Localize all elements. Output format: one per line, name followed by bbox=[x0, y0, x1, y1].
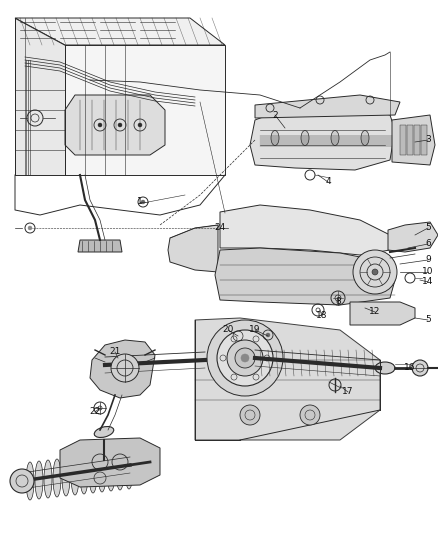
Polygon shape bbox=[15, 18, 225, 45]
Circle shape bbox=[141, 200, 145, 204]
Polygon shape bbox=[392, 115, 435, 165]
Ellipse shape bbox=[301, 131, 309, 146]
Text: 8: 8 bbox=[335, 297, 341, 306]
Ellipse shape bbox=[331, 131, 339, 146]
Text: 2: 2 bbox=[272, 110, 278, 119]
Polygon shape bbox=[90, 340, 155, 398]
Text: 17: 17 bbox=[342, 387, 354, 397]
Polygon shape bbox=[250, 105, 395, 170]
Polygon shape bbox=[255, 95, 400, 118]
Text: 20: 20 bbox=[223, 326, 234, 335]
Circle shape bbox=[111, 354, 139, 382]
Polygon shape bbox=[60, 438, 160, 487]
Circle shape bbox=[98, 123, 102, 127]
Text: 22: 22 bbox=[89, 408, 101, 416]
Text: 3: 3 bbox=[425, 135, 431, 144]
Polygon shape bbox=[195, 318, 380, 440]
Circle shape bbox=[207, 320, 283, 396]
Circle shape bbox=[10, 469, 34, 493]
Circle shape bbox=[372, 269, 378, 275]
Polygon shape bbox=[15, 18, 65, 175]
Circle shape bbox=[118, 123, 122, 127]
Ellipse shape bbox=[375, 362, 395, 374]
Polygon shape bbox=[78, 240, 122, 252]
Text: 4: 4 bbox=[325, 177, 331, 187]
Text: 6: 6 bbox=[425, 239, 431, 248]
Circle shape bbox=[28, 226, 32, 230]
Ellipse shape bbox=[89, 455, 97, 493]
Ellipse shape bbox=[71, 457, 79, 495]
Ellipse shape bbox=[125, 451, 133, 489]
Polygon shape bbox=[414, 125, 420, 155]
Circle shape bbox=[235, 348, 255, 368]
Text: 1: 1 bbox=[137, 198, 143, 206]
Text: 24: 24 bbox=[214, 223, 226, 232]
Polygon shape bbox=[400, 125, 406, 155]
Ellipse shape bbox=[53, 459, 61, 497]
Ellipse shape bbox=[35, 461, 43, 499]
Circle shape bbox=[266, 333, 270, 337]
Polygon shape bbox=[65, 45, 225, 175]
Text: 21: 21 bbox=[110, 348, 121, 357]
Circle shape bbox=[241, 354, 249, 362]
Text: 10: 10 bbox=[422, 268, 434, 277]
Circle shape bbox=[138, 123, 142, 127]
Ellipse shape bbox=[98, 454, 106, 492]
Polygon shape bbox=[215, 248, 395, 305]
Circle shape bbox=[217, 330, 273, 386]
Polygon shape bbox=[65, 95, 165, 155]
Text: 16: 16 bbox=[404, 364, 416, 373]
Text: 12: 12 bbox=[369, 308, 381, 317]
Polygon shape bbox=[220, 205, 390, 255]
Circle shape bbox=[240, 405, 260, 425]
Circle shape bbox=[412, 360, 428, 376]
Circle shape bbox=[353, 250, 397, 294]
Polygon shape bbox=[168, 225, 218, 272]
Ellipse shape bbox=[361, 131, 369, 146]
Text: 19: 19 bbox=[249, 326, 261, 335]
Ellipse shape bbox=[94, 426, 114, 438]
Circle shape bbox=[227, 340, 263, 376]
Ellipse shape bbox=[107, 453, 115, 491]
Circle shape bbox=[300, 405, 320, 425]
Text: 14: 14 bbox=[422, 278, 434, 287]
Text: 18: 18 bbox=[316, 311, 328, 320]
Polygon shape bbox=[350, 302, 415, 325]
Text: 5: 5 bbox=[425, 316, 431, 325]
Polygon shape bbox=[388, 222, 438, 252]
Ellipse shape bbox=[44, 460, 52, 498]
Ellipse shape bbox=[26, 462, 34, 500]
Text: 9: 9 bbox=[425, 255, 431, 264]
Ellipse shape bbox=[62, 458, 70, 496]
Ellipse shape bbox=[271, 131, 279, 146]
Ellipse shape bbox=[116, 452, 124, 490]
Text: 5: 5 bbox=[425, 223, 431, 232]
Ellipse shape bbox=[80, 456, 88, 494]
Polygon shape bbox=[421, 125, 427, 155]
Polygon shape bbox=[407, 125, 413, 155]
